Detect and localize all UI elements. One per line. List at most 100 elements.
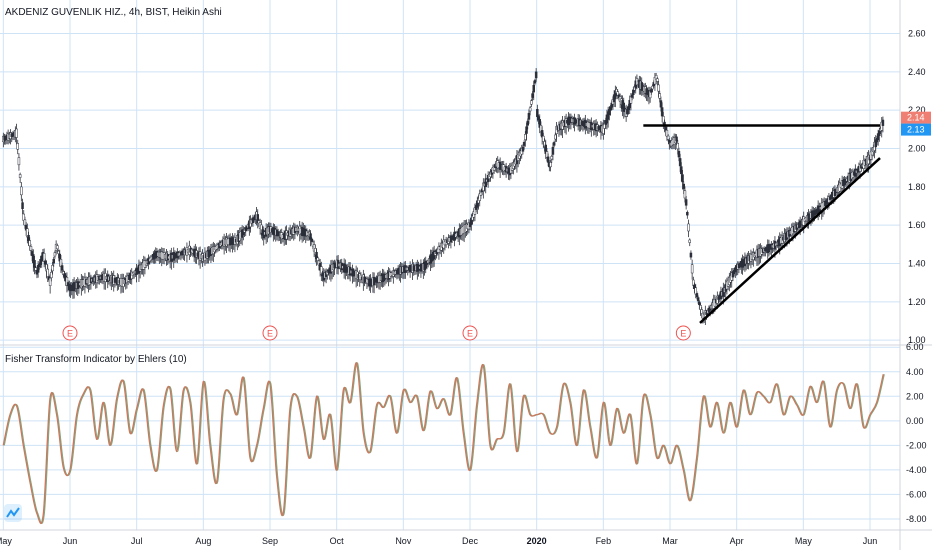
candle-body <box>552 142 556 146</box>
candle-body <box>688 239 691 243</box>
earnings-event-marker[interactable]: E <box>462 325 478 341</box>
grid <box>0 0 900 530</box>
tradingview-logo-icon[interactable] <box>4 504 22 522</box>
candle-body <box>46 268 49 277</box>
candle-body <box>522 142 526 146</box>
candle-body <box>27 234 30 242</box>
event-marker-label: E <box>67 329 73 339</box>
candle-body <box>658 93 661 99</box>
trendline-rising-support[interactable] <box>699 157 881 324</box>
candle-body <box>42 253 46 262</box>
candle-body <box>545 151 549 158</box>
x-tick-label: Feb <box>596 536 612 546</box>
candle-body <box>23 219 27 226</box>
candle-body <box>665 129 669 137</box>
candle-body <box>526 120 529 126</box>
candle-body <box>650 89 653 93</box>
x-tick-labels: May Jun Jul Aug Sep Oct Nov Dec 2020 Feb Mar Apr May… <box>0 536 877 546</box>
candle-body <box>699 305 702 310</box>
candle-body <box>630 94 634 98</box>
price-y-tick: 2.40 <box>908 67 926 77</box>
candle-body <box>50 271 53 279</box>
candle-body <box>310 238 313 242</box>
candle-body <box>52 258 55 264</box>
earnings-event-marker[interactable]: E <box>675 325 691 341</box>
candle-body <box>550 156 553 160</box>
candle-body <box>534 71 538 79</box>
candle-body <box>48 277 52 286</box>
candle-body <box>60 265 64 271</box>
candle-body <box>660 107 664 117</box>
candle-body <box>695 293 699 298</box>
candle-body <box>521 146 525 152</box>
price-tag: 2.14 <box>901 111 931 124</box>
candle-body <box>56 245 59 250</box>
price-y-tick: 2.60 <box>908 29 926 39</box>
price-tag-text: 2.14 <box>907 113 925 123</box>
candle-body <box>659 100 663 108</box>
candle-body <box>34 267 37 271</box>
x-tick-label: Jun <box>63 536 78 546</box>
candle-body <box>542 135 545 142</box>
fisher-y-tick: -2.00 <box>906 440 927 450</box>
fisher-series <box>2 362 885 525</box>
candle-body <box>57 250 60 254</box>
candle-body <box>21 202 24 210</box>
x-tick-label: Aug <box>195 536 211 546</box>
candle-body <box>29 246 33 251</box>
candle-body <box>687 223 690 232</box>
candle-body <box>682 183 685 189</box>
candle-body <box>316 257 319 261</box>
candle-body <box>51 265 54 272</box>
candle-body <box>657 84 660 92</box>
fisher-y-tick: 6.00 <box>906 342 924 352</box>
fisher-y-tick: -6.00 <box>906 489 927 499</box>
candle-body <box>528 107 532 112</box>
earnings-event-marker[interactable]: E <box>62 325 78 341</box>
candle-body <box>525 126 528 134</box>
indicator-title: Fisher Transform Indicator by Ehlers (10… <box>5 354 187 365</box>
candle-body <box>698 301 701 306</box>
candle-body <box>531 93 534 98</box>
fisher-y-tick: -8.00 <box>906 514 927 524</box>
x-tick-label: Jul <box>131 536 143 546</box>
candle-body <box>690 264 694 274</box>
candle-body <box>18 174 22 178</box>
fisher-line <box>2 362 885 525</box>
chart-title: AKDENIZ GUVENLIK HIZ., 4h, BIST, Heikin … <box>5 7 222 18</box>
x-tick-label: Oct <box>330 536 345 546</box>
candle-body <box>554 134 557 140</box>
candle-body <box>532 85 535 93</box>
y-tick-labels: 2.60 2.40 2.20 2.00 1.80 1.60 1.40 1.20 1.006.00… <box>906 29 927 524</box>
candle-body <box>678 158 682 167</box>
candle-body <box>681 174 684 183</box>
candle-body <box>15 128 18 138</box>
candle-body <box>684 199 688 206</box>
candle-body <box>651 85 654 90</box>
candle-body <box>680 166 683 175</box>
candle-body <box>664 126 667 131</box>
candle-body <box>17 157 21 166</box>
fisher-y-tick: 0.00 <box>906 416 924 426</box>
candle-body <box>536 109 539 118</box>
candle-body <box>527 112 531 120</box>
x-tick-label: May <box>795 536 813 546</box>
earnings-event-marker[interactable]: E <box>262 325 278 341</box>
candle-body <box>629 96 633 104</box>
candle-body <box>677 150 681 158</box>
price-y-tick: 1.80 <box>908 182 926 192</box>
candle-body <box>656 78 659 82</box>
fisher-y-tick: -4.00 <box>906 465 927 475</box>
candle-body <box>533 80 537 84</box>
candle-body <box>20 186 23 196</box>
event-marker-label: E <box>267 329 273 339</box>
price-y-tick: 1.40 <box>908 259 926 269</box>
price-y-tick: 1.00 <box>908 335 926 345</box>
x-tick-label: May <box>0 536 12 546</box>
trendlines[interactable] <box>643 124 881 324</box>
candle-body <box>546 156 550 163</box>
candle-body <box>683 190 687 199</box>
